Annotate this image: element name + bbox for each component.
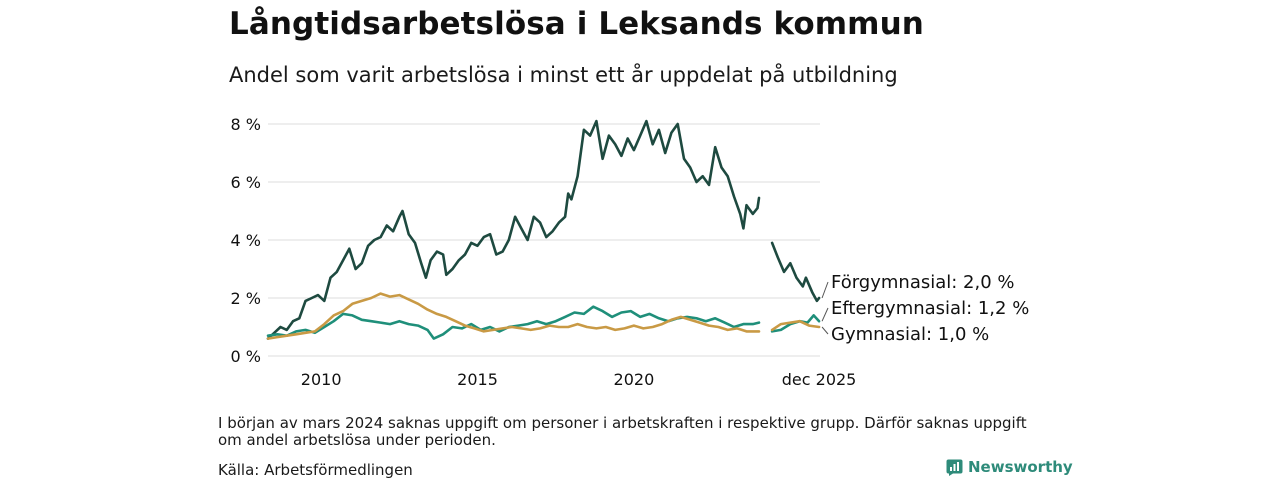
y-tick-label: 6 % (231, 173, 261, 192)
series-line (770, 319, 821, 332)
brand-name: Newsworthy (968, 458, 1073, 476)
series-eftergymnasial (266, 305, 821, 340)
x-tick-label: 2020 (614, 370, 655, 389)
newsworthy-brand[interactable]: Newsworthy (946, 458, 1073, 476)
series-end-label: Förgymnasial: 2,0 % (831, 272, 1015, 293)
series-end-label: Eftergymnasial: 1,2 % (831, 298, 1029, 319)
series-line (770, 314, 821, 333)
series-end-label: Gymnasial: 1,0 % (831, 324, 989, 345)
label-leader-line (821, 281, 829, 299)
y-tick-label: 2 % (231, 289, 261, 308)
y-tick-label: 4 % (231, 231, 261, 250)
x-tick-label: dec 2025 (782, 370, 857, 389)
y-tick-label: 0 % (231, 347, 261, 366)
label-leader-line (821, 307, 829, 322)
series-line (770, 241, 821, 303)
x-tick-label: 2015 (457, 370, 498, 389)
label-leader-line (821, 326, 829, 335)
chart-title: Långtidsarbetslösa i Leksands kommun (229, 6, 924, 42)
series-line (266, 119, 761, 340)
chart-subtitle: Andel som varit arbetslösa i minst ett å… (229, 63, 898, 87)
x-tick-label: 2010 (301, 370, 342, 389)
source-text: Källa: Arbetsförmedlingen (218, 461, 413, 479)
series-gymnasial (266, 292, 821, 340)
newsworthy-logo-icon (946, 459, 963, 476)
series-förgymnasial (266, 119, 821, 340)
line-chart: 0 % 2 % 4 % 6 % 8 % 2010 2015 2020 dec 2025 Förgy… (231, 115, 1030, 389)
y-tick-label: 8 % (231, 115, 261, 134)
footnote: I början av mars 2024 saknas uppgift om … (218, 414, 1027, 449)
series-line (266, 292, 761, 340)
